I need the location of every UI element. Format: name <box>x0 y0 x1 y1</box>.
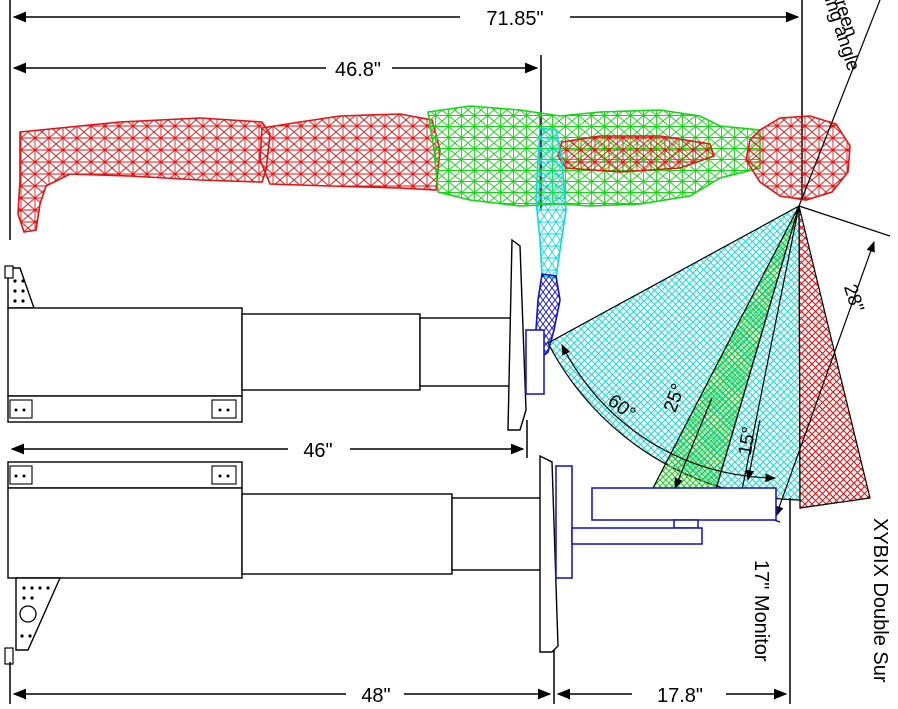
dimension-monitor-offset: 17.8" <box>556 685 788 707</box>
frame-bar-top <box>7 395 243 423</box>
upper-foot <box>4 265 14 279</box>
dimension-base-depth-label: 48" <box>361 685 390 707</box>
lower-console <box>4 454 777 665</box>
dimension-desk-depth: 46" <box>10 420 528 462</box>
fov-narrow <box>798 205 871 509</box>
monitor-base <box>571 527 703 545</box>
field-of-view <box>547 0 891 523</box>
dimension-desk-depth-label: 46" <box>303 440 332 462</box>
upper-body <box>7 307 243 397</box>
dimension-base-depth: 48" <box>12 685 552 707</box>
dimension-overall: 71.85" <box>9 0 803 240</box>
lower-work-surface <box>539 454 559 653</box>
upper-console <box>4 238 545 431</box>
product-label: XYBIX Double Sur <box>869 518 891 683</box>
leg-lower <box>17 117 271 233</box>
leg-upper <box>259 113 441 191</box>
upper-keyboard-tray <box>525 329 545 395</box>
upper-work-surface <box>507 238 527 431</box>
lower-column-2 <box>451 497 543 571</box>
eye-distance-label: 28" <box>839 282 868 315</box>
dimension-overall-label: 71.85" <box>486 8 543 30</box>
lower-foot <box>4 647 14 665</box>
head <box>745 115 851 201</box>
monitor-neck <box>673 519 699 529</box>
lower-body <box>7 487 243 579</box>
reclining-figure <box>17 105 851 362</box>
lower-bracket <box>15 577 62 651</box>
dimension-monitor-offset-label: 17.8" <box>657 685 703 707</box>
frame-bar-bottom <box>7 461 243 489</box>
angle-narrow-label: 15° <box>735 425 761 457</box>
monitor-screen <box>591 487 777 521</box>
upper-column-2 <box>419 317 515 387</box>
dimension-shoulder-label: 46.8" <box>335 59 381 81</box>
upper-column-1 <box>241 313 421 391</box>
lower-column-1 <box>241 493 453 575</box>
middle-frame <box>7 395 243 489</box>
lower-keyboard-tray <box>555 465 573 579</box>
monitor-label: 17" Monitor <box>750 560 772 662</box>
